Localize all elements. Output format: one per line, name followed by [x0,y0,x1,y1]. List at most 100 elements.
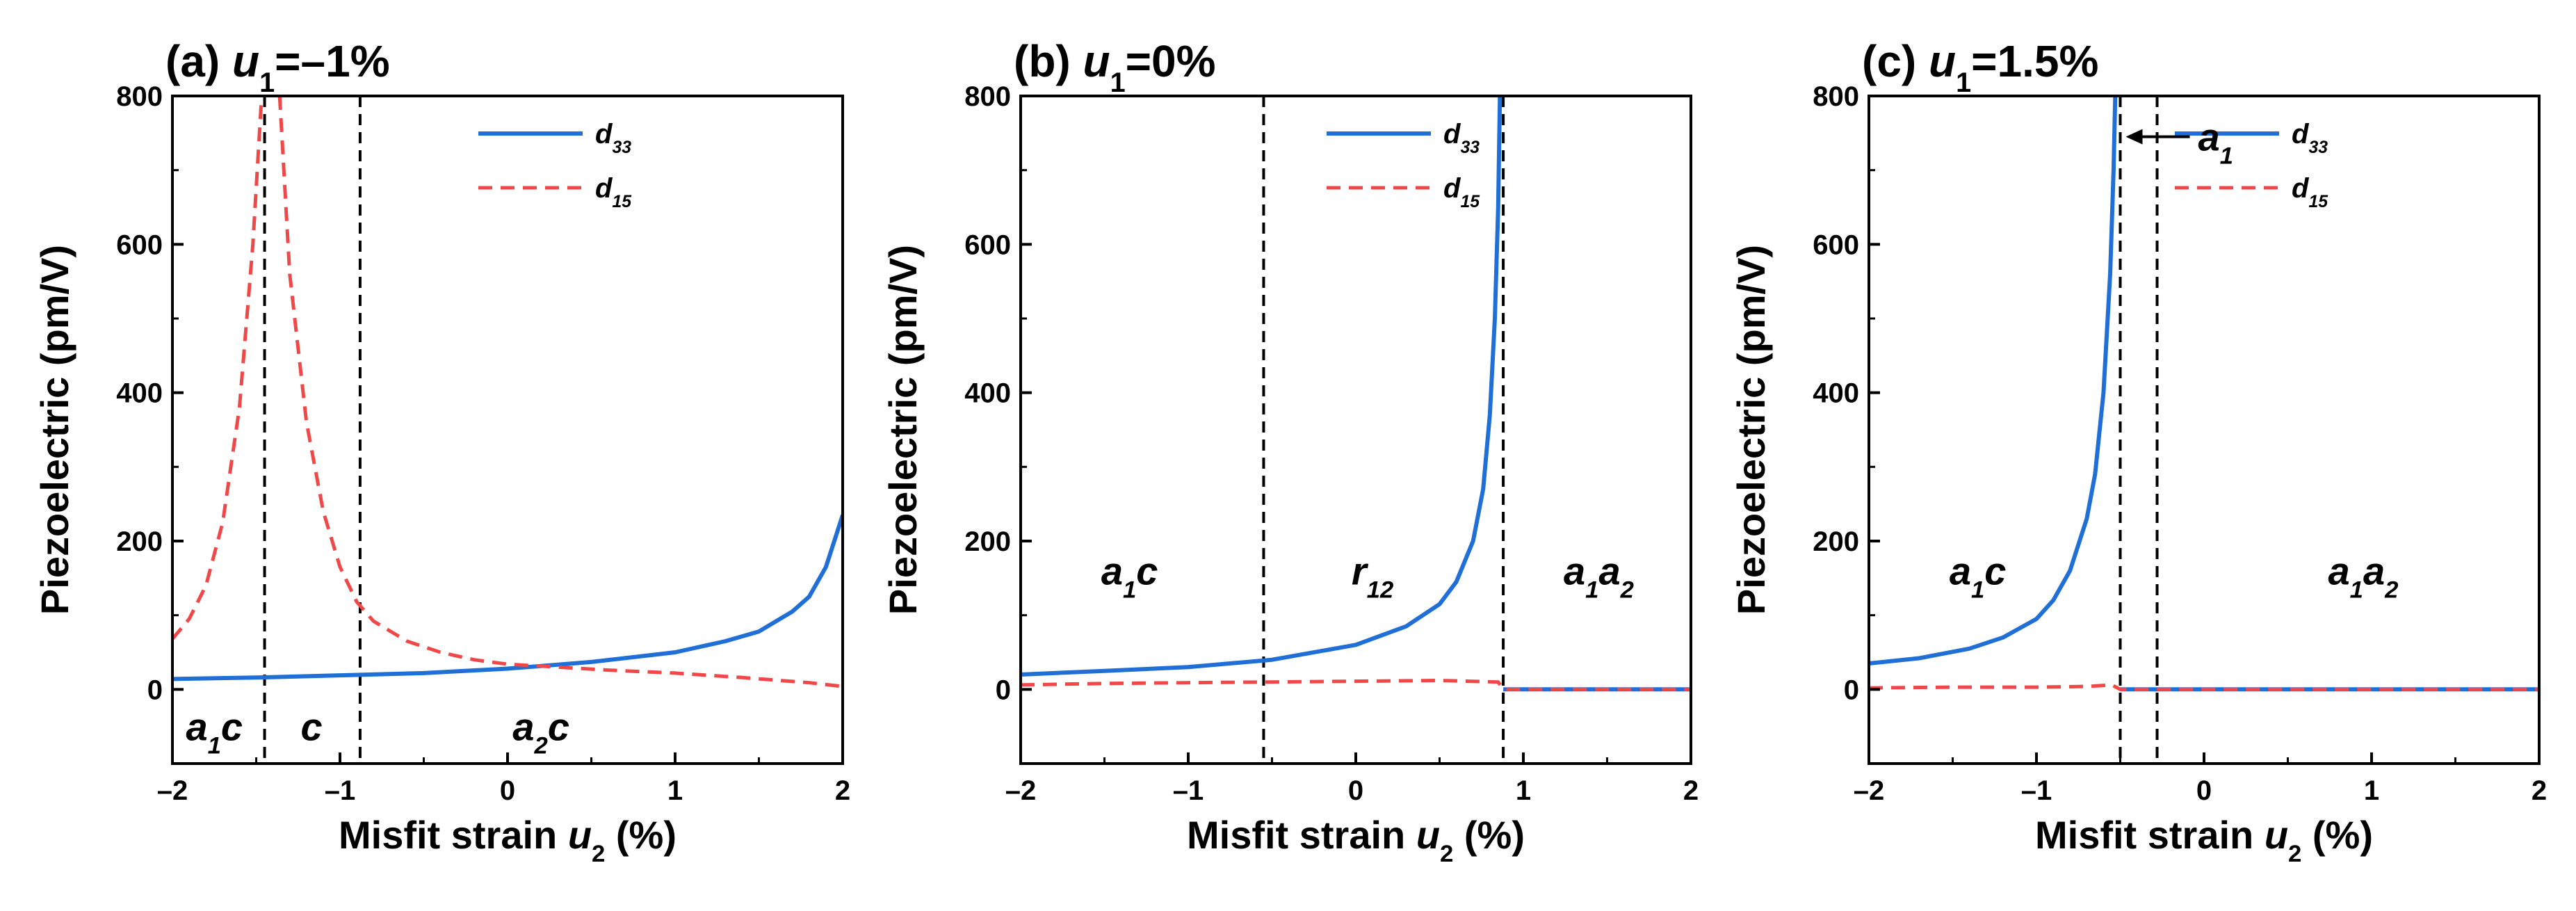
panel-b-phase-label-0: a1c [1101,549,1158,604]
panel-a-ytick-label-0: 0 [147,675,163,705]
panel-c-ytick-label-2: 400 [1813,378,1859,409]
panel-b-xtick-label-2: 0 [1348,775,1363,806]
panel-c-title-suffix: =1.5% [1971,36,2098,86]
panel-a-legend-var-d33: d [595,119,613,150]
panel-b-xlabel-var: u [1416,813,1440,857]
panel-c-legend-sub-d33: 33 [2308,138,2328,157]
panel-a-title-sub: 1 [259,67,275,98]
panel-a-ylabel: Piezoelectric (pm/V) [33,245,76,615]
panel-c-xlabel-text: Misfit strain [2035,813,2265,857]
panel-a-ytick-label-1: 200 [116,526,163,557]
panel-c-xtick-label-1: –1 [2021,775,2052,806]
panel-c-ytick-label-3: 600 [1813,229,1859,260]
panel-b-xtick-label-0: –2 [1005,775,1037,806]
panel-a-phase-label-2-part-0: a [512,705,534,749]
panel-b-phase-label-1-part-0: r [1352,549,1369,593]
panel-c-ytick-label-4: 800 [1813,81,1859,112]
panel-b-title-var: u [1083,36,1110,86]
panel-a-series-d15-segment-0 [172,103,264,640]
panel-c-title: (c) u1=1.5% [1862,36,2098,98]
panel-a-series-d33-segment-0 [172,514,843,682]
panel-b-xlabel: Misfit strain u2 (%) [1187,813,1525,867]
panel-b-ytick-label-4: 800 [964,81,1011,112]
panel-b-phase-label-2-part-2: a [1598,549,1620,593]
panel-a-xtick-label-4: 2 [835,775,850,806]
panel-a-ytick-label-3: 600 [116,229,163,260]
panel-c-axes-frame [1868,95,2541,765]
panel-b-ytick-label-0: 0 [996,675,1011,705]
panel-a-xlabel-sub: 2 [592,841,605,867]
panel-a-phase-label-2-part-2: c [548,705,569,749]
panel-b-legend-label-d33: d33 [1443,119,1480,157]
panel-b-ytick-label-1: 200 [964,526,1011,557]
panel-b-phase-label-2-part-3: 2 [1620,577,1634,604]
panel-c-title-var: u [1929,36,1956,86]
panel-b-ytick-label-2: 400 [964,378,1011,409]
panel-b-title-prefix: (b) [1014,36,1083,86]
panel-c-title-prefix: (c) [1862,36,1929,86]
panel-a-xtick-label-1: –1 [325,775,356,806]
panel-a-legend-var-d15: d [595,173,613,204]
panel-b-title-suffix: =0% [1126,36,1216,86]
panel-c-phase-label-0-part-0: a [1950,549,1971,593]
panel-a-title-suffix: =–1% [275,36,389,86]
panel-b-phase-label-1: r12 [1352,549,1393,604]
panel-a-title-var: u [232,36,259,86]
panel-b-xtick-label-1: –1 [1173,775,1204,806]
panel-a-title-prefix: (a) [165,36,232,86]
panel-a-phase-label-2: a2c [512,705,569,759]
panel-c-legend-var-d15: d [2292,173,2310,204]
panel-b-phase-label-1-part-1: 12 [1367,577,1394,604]
panel-b-ylabel: Piezoelectric (pm/V) [881,245,925,615]
panel-a-axes-frame [171,95,844,765]
panel-a-title: (a) u1=–1% [165,36,390,98]
panel-c-legend-label-d33: d33 [2292,119,2328,157]
panel-b-phase-label-0-part-1: 1 [1123,577,1136,604]
panel-a-legend-sub-d15: 15 [612,193,632,211]
panel-a-phase-label-0-part-1: 1 [208,733,221,759]
panel-c-xlabel-var: u [2265,813,2288,857]
panel-b-phase-label-2-part-0: a [1564,549,1585,593]
panel-a-xtick-label-0: –2 [157,775,188,806]
panel-b-legend-label-d15: d15 [1443,173,1480,211]
panel-b-legend-sub-d33: 33 [1460,138,1480,157]
panel-a-xlabel-var: u [568,813,592,857]
panel-b-phase-label-0-part-0: a [1101,549,1123,593]
panel-c-phase-label-1-part-2: a [2363,549,2385,593]
panel-a-phase-label-1: c [300,705,322,749]
panel-a-xlabel-suffix: (%) [605,813,677,857]
panel-c-phase-label-1: a1a2 [2328,549,2398,604]
panel-b-series-d33-segment-0 [1021,96,1502,677]
panel-c-annotation-label-part-1: 1 [2220,143,2233,170]
panel-b-legend-var-d15: d [1443,173,1461,204]
panel-a-xlabel-text: Misfit strain [339,813,568,857]
panel-b-legend-var-d33: d [1443,119,1461,150]
panel-b-legend-sub-d15: 15 [1460,193,1480,211]
panel-c-ytick-label-0: 0 [1844,675,1859,705]
panel-b-ytick-label-3: 600 [964,229,1011,260]
panel-c-phase-label-1-part-3: 2 [2384,577,2398,604]
panel-c-ylabel: Piezoelectric (pm/V) [1729,245,1773,615]
panel-a-legend-sub-d33: 33 [612,138,631,157]
panel-b-xlabel-sub: 2 [1440,841,1453,867]
panel-c-xtick-label-4: 2 [2532,775,2547,806]
panel-c-xlabel: Misfit strain u2 (%) [2035,813,2373,867]
panel-c-title-sub: 1 [1956,67,1971,98]
panel-a-phase-label-0-part-0: a [186,705,207,749]
panel-b-axes-frame [1019,95,1692,765]
panel-a-xtick-label-3: 1 [667,775,683,806]
panel-c-annotation-label-part-0: a [2198,115,2220,159]
panel-c-series-d33-segment-0 [1869,96,2118,666]
panel-b-xtick-label-4: 2 [1683,775,1699,806]
panel-a-ytick-label-2: 400 [116,378,163,409]
panel-b-xlabel-suffix: (%) [1453,813,1525,857]
panel-b-xlabel-text: Misfit strain [1187,813,1416,857]
panel-b-phase-label-2: a1a2 [1564,549,1634,604]
panel-b-title: (b) u1=0% [1014,36,1216,98]
panel-a-legend-label-d33: d33 [595,119,631,157]
panel-a-ytick-label-4: 800 [116,81,163,112]
panel-c-xtick-label-2: 0 [2196,775,2212,806]
